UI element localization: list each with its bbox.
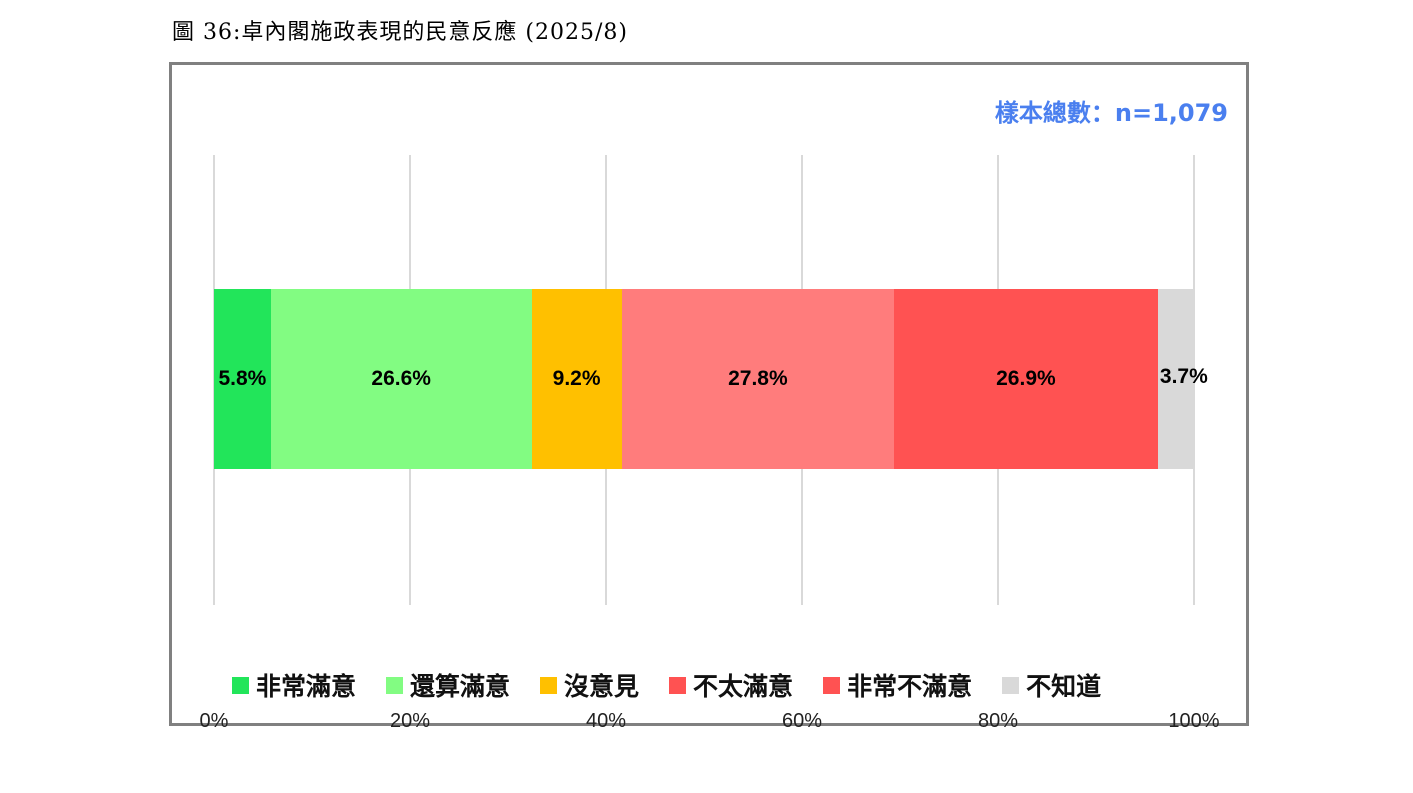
plot-area: 5.8% 26.6% 9.2% 27.8% 26.9% 3.7% 0% 20% 40% 6…: [200, 155, 1220, 732]
chart-frame: 樣本總數：n=1,079 5.8% 26.6% 9.2% 27.8% 26.9% 3.7%…: [169, 62, 1249, 732]
bar-segment: 3.7%: [1157, 289, 1208, 469]
x-axis-ticks: 0% 20% 40% 60% 80% 100%: [200, 710, 1220, 734]
legend-swatch-icon: [232, 676, 249, 694]
legend-label: 不知道: [1026, 672, 1102, 701]
segment-value-label: 26.6%: [371, 367, 431, 390]
bar-segment: 27.8%: [621, 289, 895, 469]
legend-swatch-icon: [386, 676, 404, 694]
legend-label: 還算滿意: [410, 672, 511, 701]
tick-label: 80%: [977, 710, 1019, 732]
legend-item: 不知道: [1002, 667, 1101, 703]
figure-title: 圖 36:卓內閣施政表現的民意反應 (2025/8): [172, 20, 628, 45]
segment-value-label: 3.7%: [1159, 365, 1208, 388]
legend-item: 不太滿意: [669, 667, 793, 703]
legend-item: 沒意見: [540, 667, 639, 703]
legend-item: 非常不滿意: [823, 667, 972, 703]
legend-label: 不太滿意: [693, 672, 794, 701]
segment-value-label: 9.2%: [552, 367, 601, 390]
legend-swatch-icon: [540, 676, 558, 694]
tick-label: 60%: [781, 710, 823, 732]
bar-segment: 26.6%: [270, 289, 532, 469]
segment-value-label: 5.8%: [218, 367, 267, 390]
bar-segment: 5.8%: [214, 289, 271, 469]
legend-swatch-icon: [1002, 676, 1020, 694]
segment-value-label: 26.9%: [996, 367, 1056, 390]
legend-label: 非常滿意: [256, 672, 357, 701]
stacked-bar: 5.8% 26.6% 9.2% 27.8% 26.9% 3.7%: [214, 289, 1208, 469]
tick-label: 40%: [585, 710, 627, 732]
legend-swatch-icon: [823, 676, 841, 694]
legend-label: 沒意見: [564, 672, 640, 701]
legend-item: 非常滿意: [232, 667, 356, 703]
sample-size-label: 樣本總數：n=1,079: [994, 99, 1228, 127]
gridline-100: [1193, 155, 1195, 605]
tick-label: 20%: [389, 710, 431, 732]
legend: 非常滿意 還算滿意 沒意見 不太滿意 非常不滿意 不知道: [232, 667, 1131, 703]
segment-value-label: 27.8%: [728, 367, 788, 390]
bar-segment: 26.9%: [894, 289, 1158, 469]
legend-swatch-icon: [669, 676, 687, 694]
tick-label: 0%: [199, 710, 229, 732]
tick-label: 100%: [1168, 710, 1220, 732]
legend-item: 還算滿意: [386, 667, 510, 703]
bar-segment: 9.2%: [531, 289, 622, 469]
legend-label: 非常不滿意: [847, 672, 973, 701]
